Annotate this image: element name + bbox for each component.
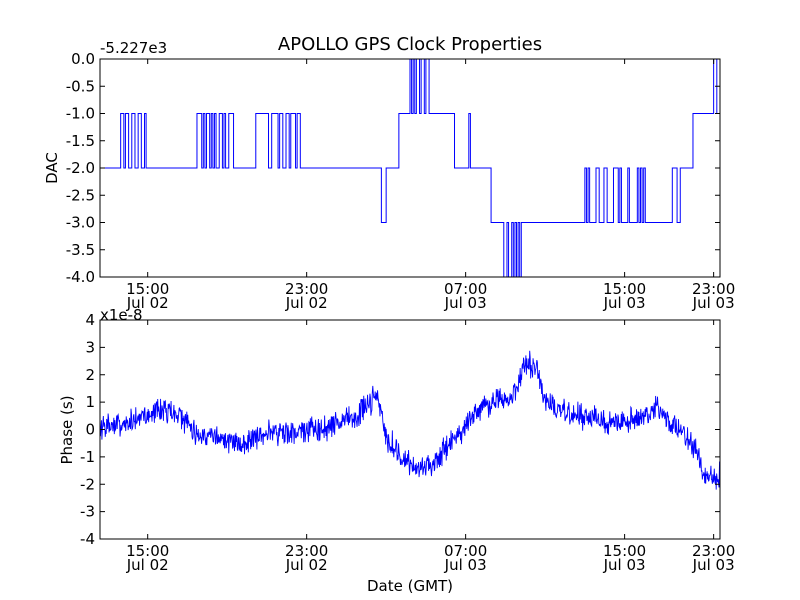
series-line-phase xyxy=(100,350,720,490)
x-tick-label-time: 23:00 xyxy=(692,542,735,560)
x-tick-label-date: Jul 03 xyxy=(603,294,646,312)
dac-offset-label: -5.227e3 xyxy=(100,39,167,57)
x-tick-label-time: 15:00 xyxy=(603,280,646,298)
y-tick-label: -3.5 xyxy=(66,241,95,259)
series-line-dac xyxy=(100,59,720,277)
y-tick-label: -1.5 xyxy=(66,132,95,150)
y-tick-label: -4 xyxy=(80,530,95,548)
y-tick-label: 1 xyxy=(85,393,95,411)
dac-y-axis-label: DAC xyxy=(43,152,61,184)
x-tick-label-time: 23:00 xyxy=(692,280,735,298)
y-tick-label: -0.5 xyxy=(66,77,95,95)
y-tick-label: 3 xyxy=(85,338,95,356)
x-tick-label-date: Jul 02 xyxy=(285,294,328,312)
x-tick-label-time: 07:00 xyxy=(444,280,487,298)
y-tick-label: -2.5 xyxy=(66,186,95,204)
x-tick-label-date: Jul 02 xyxy=(126,556,169,574)
x-tick-label-time: 23:00 xyxy=(285,542,328,560)
x-tick-label-time: 15:00 xyxy=(126,542,169,560)
x-tick-label-date: Jul 02 xyxy=(285,556,328,574)
x-tick-label-date: Jul 03 xyxy=(444,294,487,312)
y-tick-label: -3 xyxy=(80,503,95,521)
figure-title: APOLLO GPS Clock Properties xyxy=(278,34,542,55)
y-tick-label: -2.0 xyxy=(66,159,95,177)
y-tick-label: 0.0 xyxy=(71,50,95,68)
x-tick-label-date: Jul 03 xyxy=(444,556,487,574)
y-tick-label: -3.0 xyxy=(66,214,95,232)
dac-panel: -5.227e3 DAC 0.0 -0.5 -1.0 -1.5 -2.0 -2.5 -3.0… xyxy=(43,39,735,312)
y-tick-label: 4 xyxy=(85,311,95,329)
y-tick-label: -2 xyxy=(80,475,95,493)
phase-x-axis-label: Date (GMT) xyxy=(367,577,453,595)
y-tick-label: -1 xyxy=(80,448,95,466)
y-tick-label: 0 xyxy=(85,421,95,439)
x-tick-label-time: 15:00 xyxy=(603,542,646,560)
y-tick-label: 2 xyxy=(85,366,95,384)
x-tick-label-date: Jul 03 xyxy=(603,556,646,574)
x-tick-label-date: Jul 03 xyxy=(692,556,735,574)
phase-y-axis-label: Phase (s) xyxy=(58,395,76,464)
x-tick-label-time: 07:00 xyxy=(444,542,487,560)
phase-offset-label: x1e-8 xyxy=(100,306,143,324)
x-tick-label-date: Jul 03 xyxy=(692,294,735,312)
y-tick-label: -4.0 xyxy=(66,268,95,286)
phase-panel: x1e-8 Phase (s) Date (GMT) 4 3 2 1 0 -1 -2 -3 -4… xyxy=(58,306,735,595)
x-tick-label-time: 23:00 xyxy=(285,280,328,298)
x-tick-label-time: 15:00 xyxy=(126,280,169,298)
x-tick-label-date: Jul 02 xyxy=(126,294,169,312)
y-tick-label: -1.0 xyxy=(66,105,95,123)
